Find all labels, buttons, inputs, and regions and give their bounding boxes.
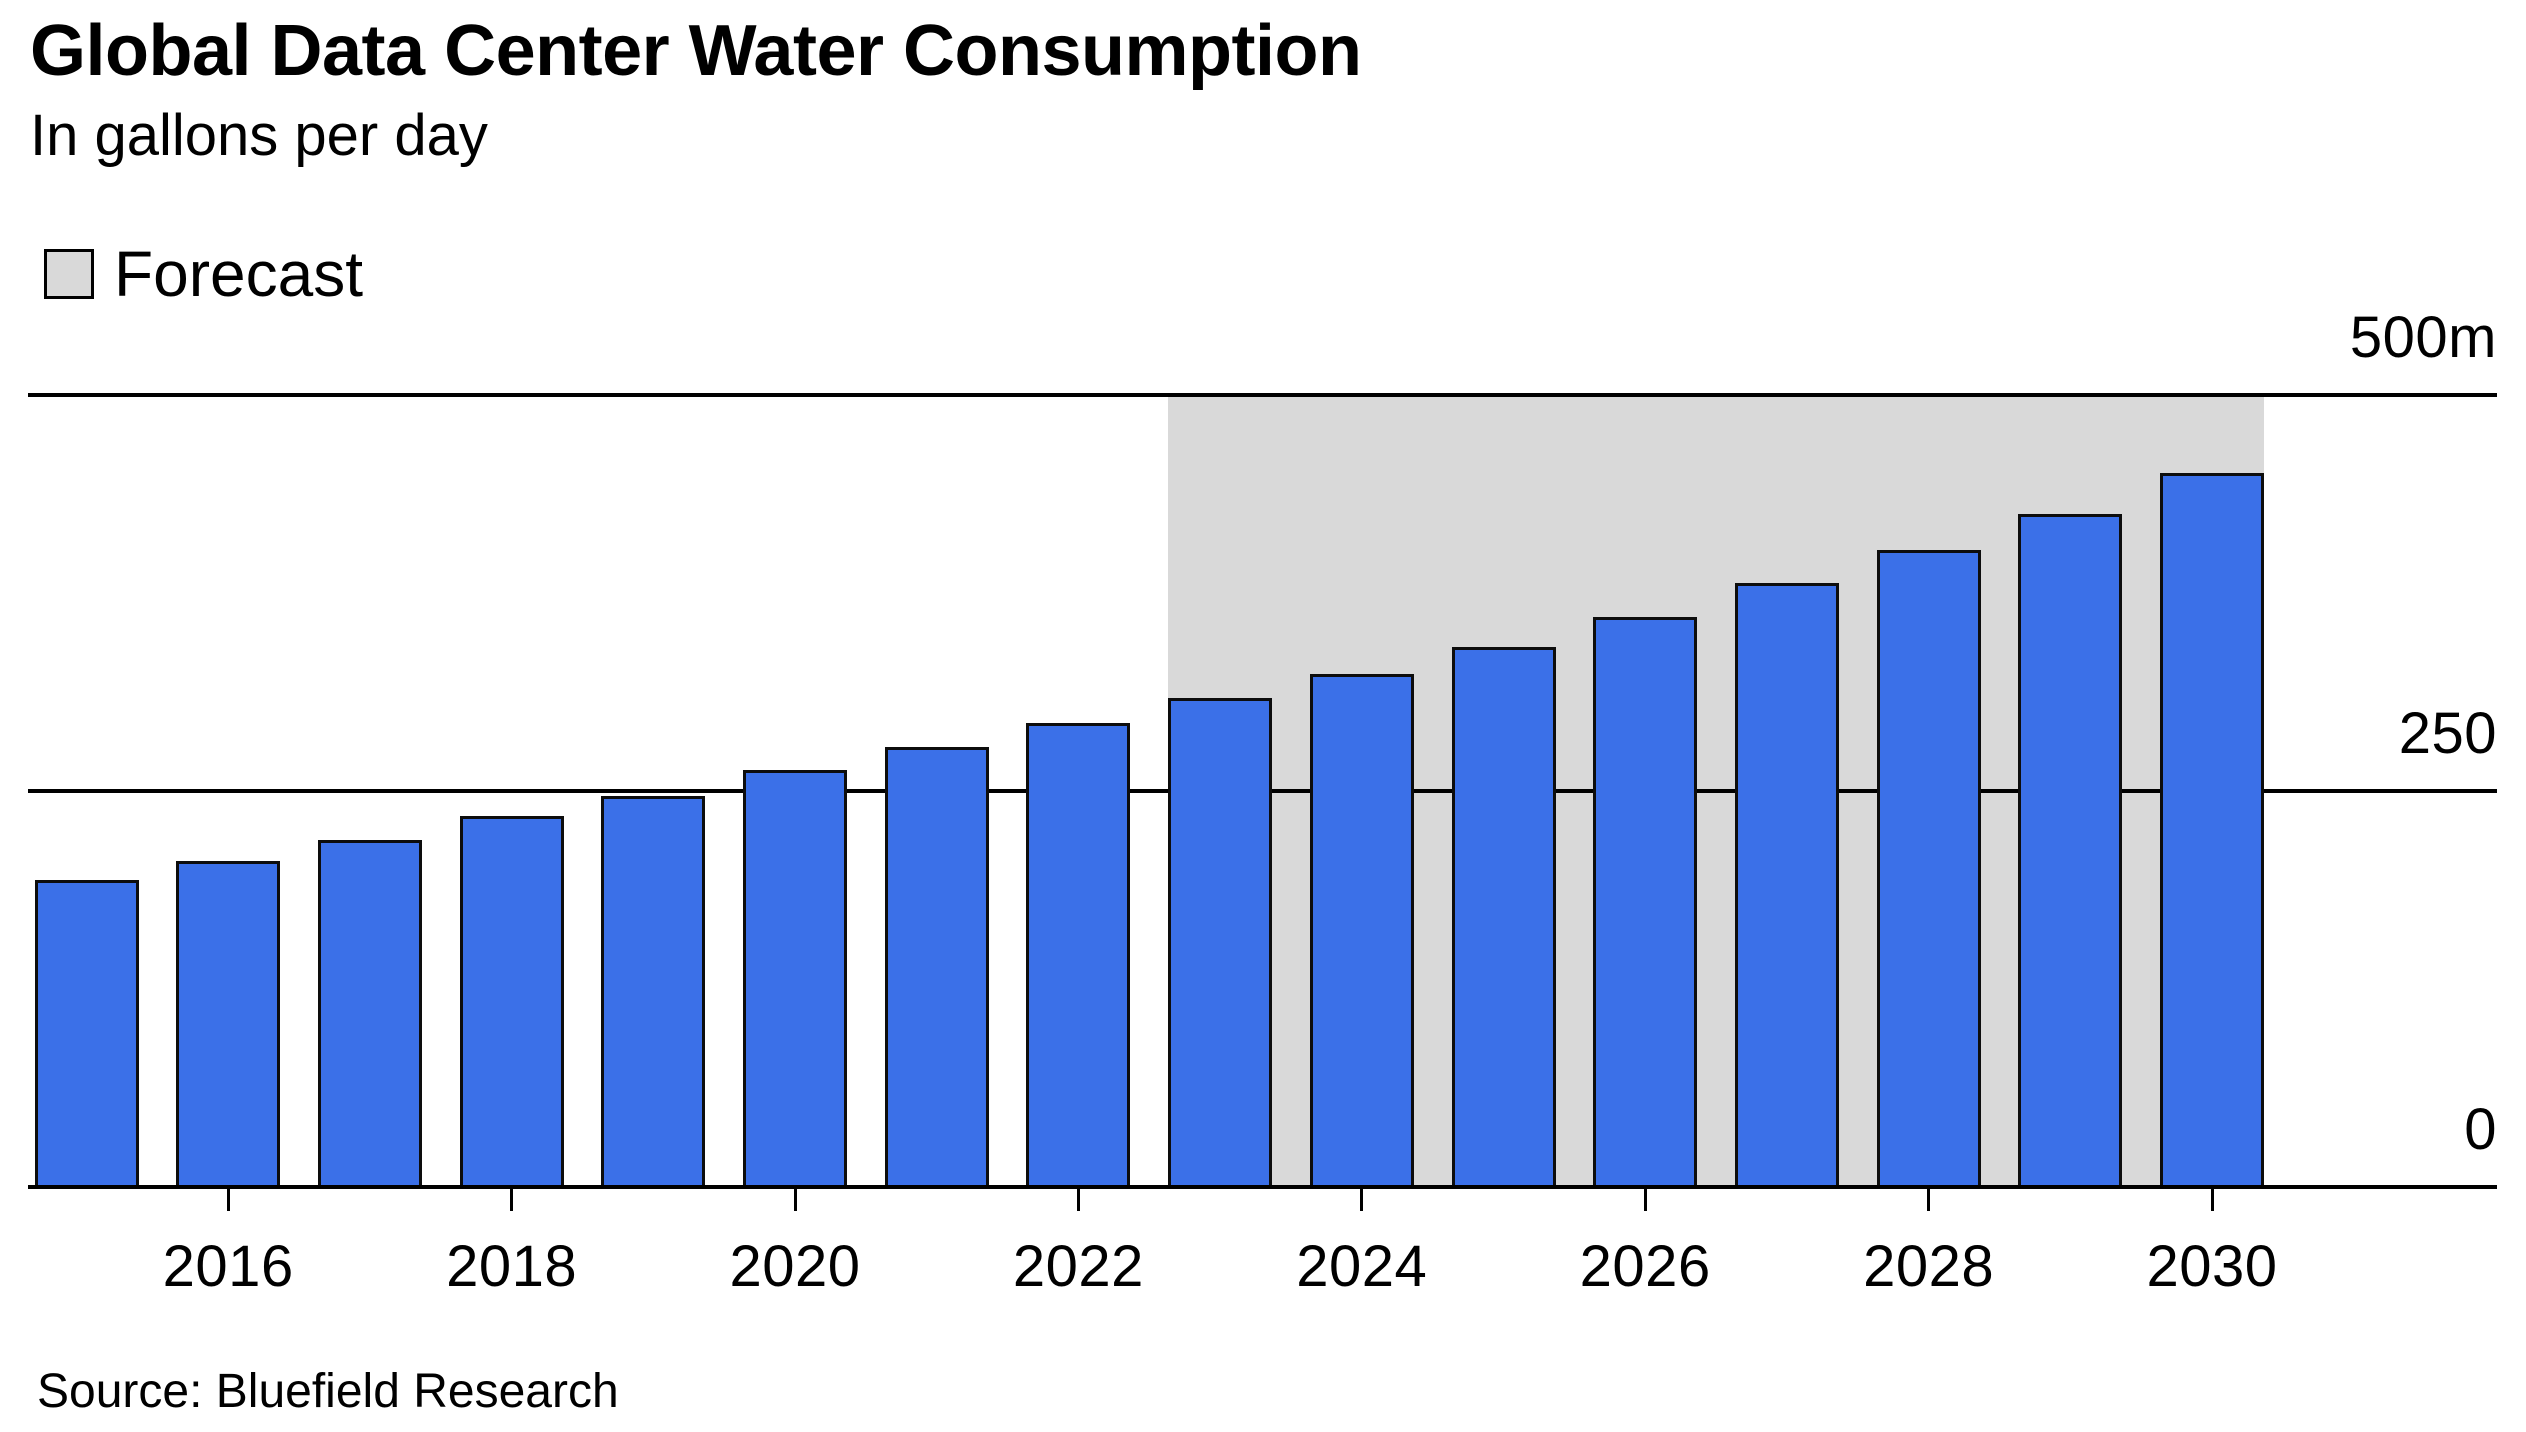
bar-2029 [2018, 513, 2123, 1189]
legend-label: Forecast [114, 238, 363, 310]
x-tick-2030 [2210, 1189, 2214, 1211]
x-axis-label-2020: 2020 [729, 1234, 861, 1299]
bar-2027 [1734, 583, 1839, 1189]
gridline-500 [28, 393, 2497, 397]
bar-2023 [1168, 697, 1273, 1189]
source-credit: Source: Bluefield Research [37, 1365, 619, 1418]
bar-2018 [459, 816, 564, 1189]
x-tick-2026 [1643, 1189, 1647, 1211]
bar-2026 [1593, 616, 1698, 1189]
bar-2022 [1026, 722, 1131, 1189]
chart-subtitle: In gallons per day [30, 103, 488, 168]
x-axis-label-2026: 2026 [1579, 1234, 1711, 1299]
bar-2020 [743, 770, 847, 1189]
y-axis-label-250: 250 [2398, 701, 2497, 766]
x-tick-2016 [226, 1189, 230, 1211]
x-axis-label-2016: 2016 [162, 1234, 294, 1299]
x-tick-2022 [1076, 1189, 1080, 1211]
legend: Forecast [44, 242, 363, 306]
x-axis-label-2018: 2018 [446, 1234, 578, 1299]
x-tick-2020 [793, 1189, 797, 1211]
forecast-swatch-icon [44, 249, 94, 299]
bar-2016 [176, 860, 281, 1189]
chart-title: Global Data Center Water Consumption [30, 11, 1362, 91]
bar-2021 [884, 746, 989, 1189]
x-axis-label-2030: 2030 [2146, 1234, 2278, 1299]
bar-2019 [601, 795, 706, 1189]
bar-2030 [2160, 472, 2264, 1189]
bar-2028 [1876, 550, 1981, 1189]
x-axis-label-2028: 2028 [1863, 1234, 1995, 1299]
y-axis-label-500m: 500m [2349, 305, 2497, 370]
x-axis-label-2022: 2022 [1012, 1234, 1144, 1299]
x-axis-label-2024: 2024 [1296, 1234, 1428, 1299]
bar-2024 [1309, 673, 1414, 1189]
x-tick-2024 [1360, 1189, 1364, 1211]
x-tick-2018 [510, 1189, 514, 1211]
x-axis-baseline [28, 1185, 2497, 1189]
bar-2025 [1451, 646, 1556, 1189]
x-tick-2028 [1927, 1189, 1931, 1211]
bar-2017 [317, 840, 422, 1189]
y-axis-label-0: 0 [2464, 1097, 2497, 1162]
bar-2015 [34, 879, 139, 1189]
